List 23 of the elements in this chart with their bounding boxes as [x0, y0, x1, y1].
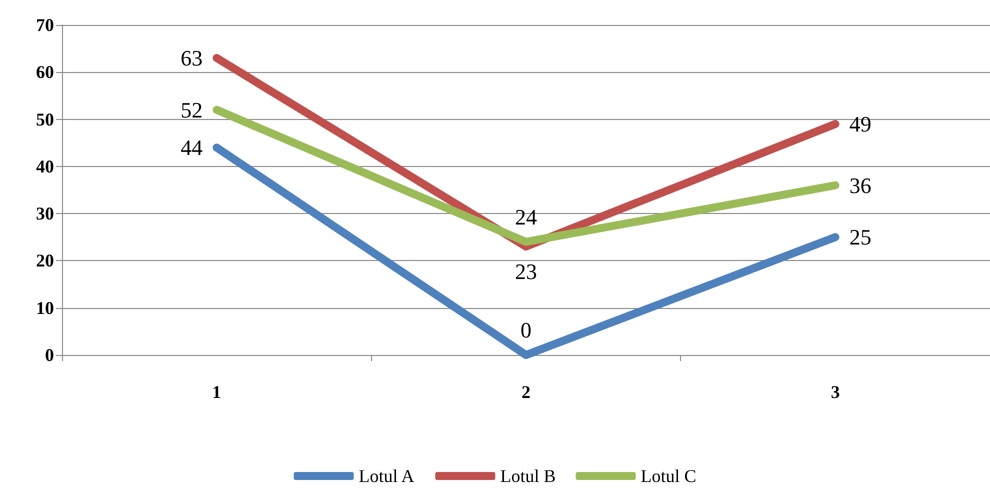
data-label: 44	[180, 135, 203, 160]
data-label: 52	[180, 97, 203, 122]
data-label: 36	[849, 172, 872, 198]
legend-label: Lotul B	[500, 466, 556, 486]
y-tick-label: 50	[36, 109, 54, 130]
data-label: 63	[180, 46, 203, 70]
data-label: 49	[849, 112, 872, 136]
y-tick-label: 20	[36, 250, 54, 271]
y-tick-label: 40	[36, 156, 54, 176]
y-tick-label: 60	[36, 62, 54, 82]
data-label: 23	[515, 259, 537, 284]
y-tick-label: 0	[45, 345, 54, 365]
data-label: 0	[520, 318, 532, 342]
data-label: 25	[849, 224, 872, 250]
x-tick-label: 1	[212, 382, 222, 402]
legend-label: Lotul A	[358, 466, 414, 486]
x-tick-label: 3	[830, 382, 840, 402]
x-tick-label: 2	[522, 382, 530, 402]
y-tick-label: 10	[36, 298, 54, 318]
data-label: 24	[515, 204, 537, 230]
y-tick-label: 30	[36, 204, 54, 224]
legend-label: Lotul C	[640, 466, 696, 486]
y-tick-label: 70	[36, 15, 54, 35]
